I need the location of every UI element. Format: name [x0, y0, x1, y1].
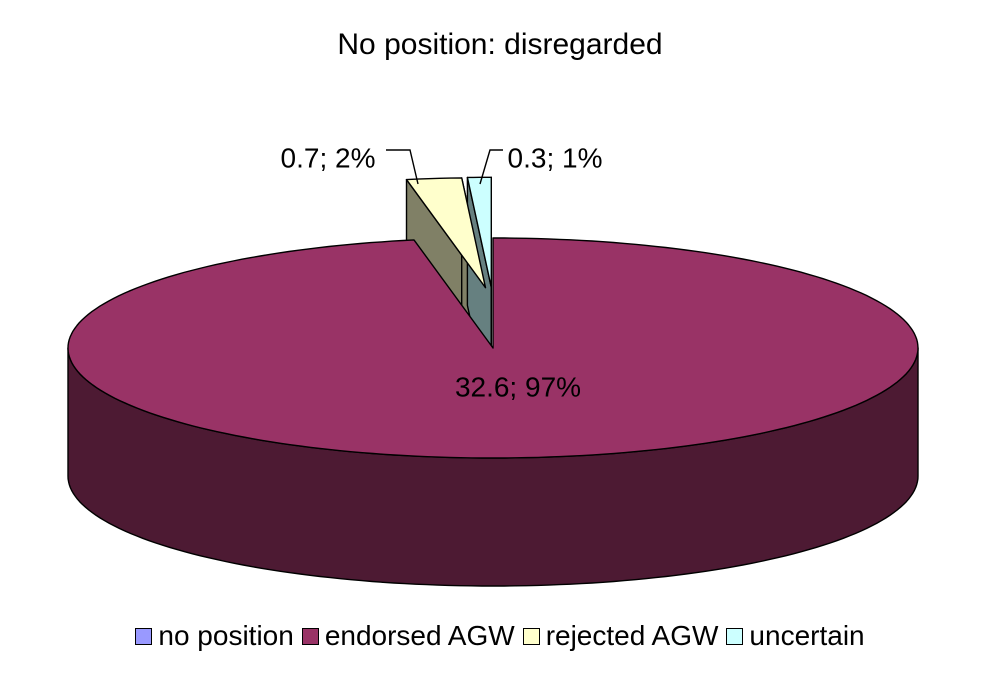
legend-item: rejected AGW: [522, 620, 719, 652]
leader-line-rejected-agw: [386, 149, 419, 185]
data-label-uncertain: 0.3; 1%: [508, 142, 603, 173]
legend-label: uncertain: [749, 620, 865, 651]
legend-item: endorsed AGW: [301, 620, 515, 652]
legend: no position endorsed AGW rejected AGW un…: [0, 620, 1000, 652]
chart-title: No position: disregarded: [337, 28, 663, 61]
pie-slice-endorsed-agw: [67, 237, 919, 459]
legend-swatch: [301, 627, 319, 645]
pie-slice-rejected-agw: [405, 177, 487, 289]
pie-tops: [67, 176, 919, 459]
legend-label: endorsed AGW: [324, 620, 515, 651]
data-label-endorsed-agw: 32.6; 97%: [455, 371, 581, 402]
legend-swatch: [135, 627, 153, 645]
legend-swatch: [726, 627, 744, 645]
leader-line-uncertain: [479, 149, 503, 185]
pie-slice-uncertain: [466, 176, 492, 288]
pie-labels: 32.6; 97% 0.7; 2% 0.3; 1%: [281, 142, 603, 402]
pie-leaders: [386, 149, 503, 185]
legend-item: uncertain: [726, 620, 865, 652]
legend-swatch: [522, 627, 540, 645]
data-label-rejected-agw: 0.7; 2%: [281, 142, 376, 173]
legend-label: rejected AGW: [545, 620, 719, 651]
legend-label: no position: [158, 620, 294, 651]
legend-item: no position: [135, 620, 294, 652]
